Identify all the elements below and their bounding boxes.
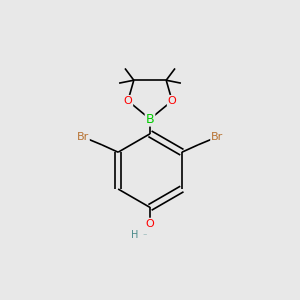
Text: H: H xyxy=(131,230,138,240)
Text: O: O xyxy=(168,96,176,106)
Text: O: O xyxy=(146,219,154,229)
Text: ⁻: ⁻ xyxy=(142,232,147,241)
Text: B: B xyxy=(146,112,154,126)
Text: O: O xyxy=(124,96,132,106)
Text: Br: Br xyxy=(77,132,89,142)
Text: Br: Br xyxy=(211,132,223,142)
